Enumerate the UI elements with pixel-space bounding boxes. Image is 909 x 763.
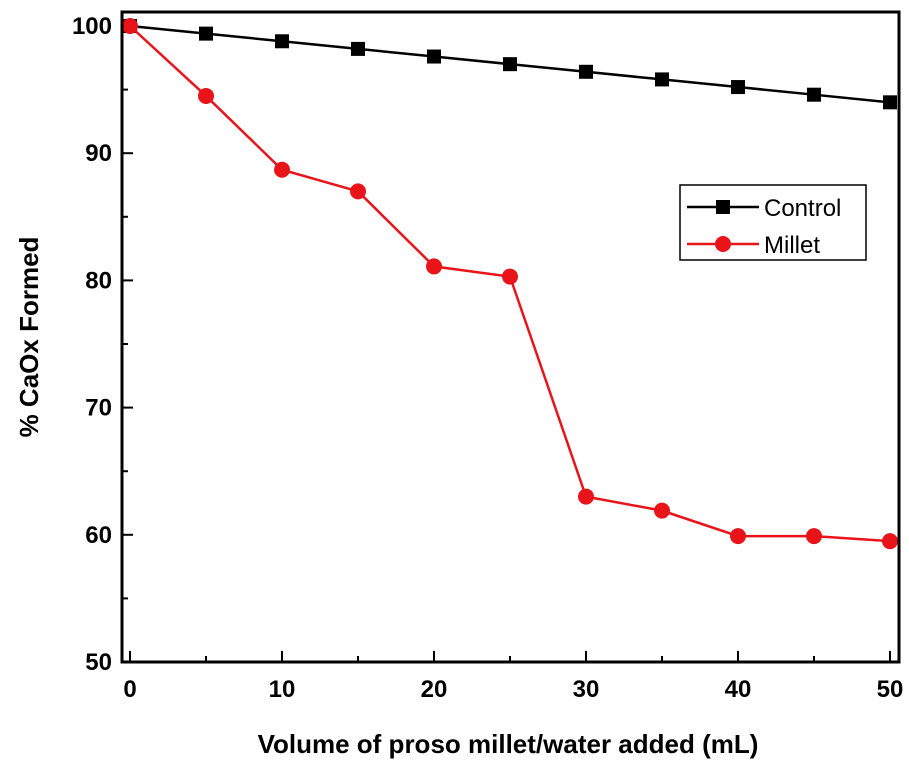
y-tick-label: 80 [85, 267, 112, 294]
control-data-point [351, 41, 365, 56]
legend-control-label: Control [764, 195, 841, 222]
x-tick-label: 30 [573, 676, 600, 703]
legend-millet-label: Millet [764, 232, 820, 259]
millet-data-point [122, 18, 138, 34]
legend-control-marker [716, 200, 730, 214]
series-layer [122, 18, 898, 550]
control-data-point [655, 72, 669, 87]
x-tick-label: 0 [123, 676, 136, 703]
millet-data-point [198, 87, 214, 104]
millet-data-point [730, 528, 746, 545]
millet-data-point [806, 528, 822, 545]
legend-box [679, 184, 867, 261]
millet-data-point [578, 488, 594, 505]
y-axis-ticks: 50 60 70 80 90 100 [72, 13, 133, 676]
x-axis-title: Volume of proso millet/water added (mL) [258, 729, 759, 759]
control-data-point [427, 49, 441, 64]
plot-frame [120, 10, 901, 664]
y-tick-label: 90 [85, 140, 112, 167]
control-data-point [883, 95, 897, 110]
x-tick-label: 40 [725, 676, 752, 703]
control-data-point [503, 57, 517, 72]
x-tick-label: 20 [421, 676, 448, 703]
control-data-point [579, 64, 593, 79]
control-data-point [275, 34, 289, 49]
legend-millet-marker [715, 236, 731, 252]
y-axis-title: % CaOx Formed [14, 237, 44, 438]
control-data-point [199, 26, 213, 41]
x-tick-label: 50 [877, 676, 904, 703]
millet-data-point [654, 502, 670, 519]
millet-data-point [274, 161, 290, 178]
y-tick-label: 50 [85, 649, 112, 676]
millet-data-point [350, 183, 366, 200]
millet-data-point [882, 533, 898, 550]
control-data-point [807, 87, 821, 102]
control-data-point [731, 80, 745, 95]
y-tick-label: 100 [72, 13, 112, 40]
legend: Control Millet [679, 184, 867, 261]
y-tick-label: 60 [85, 522, 112, 549]
x-tick-label: 10 [269, 676, 296, 703]
millet-data-point [426, 258, 442, 275]
y-tick-label: 70 [85, 395, 112, 422]
millet-data-point [502, 268, 518, 285]
